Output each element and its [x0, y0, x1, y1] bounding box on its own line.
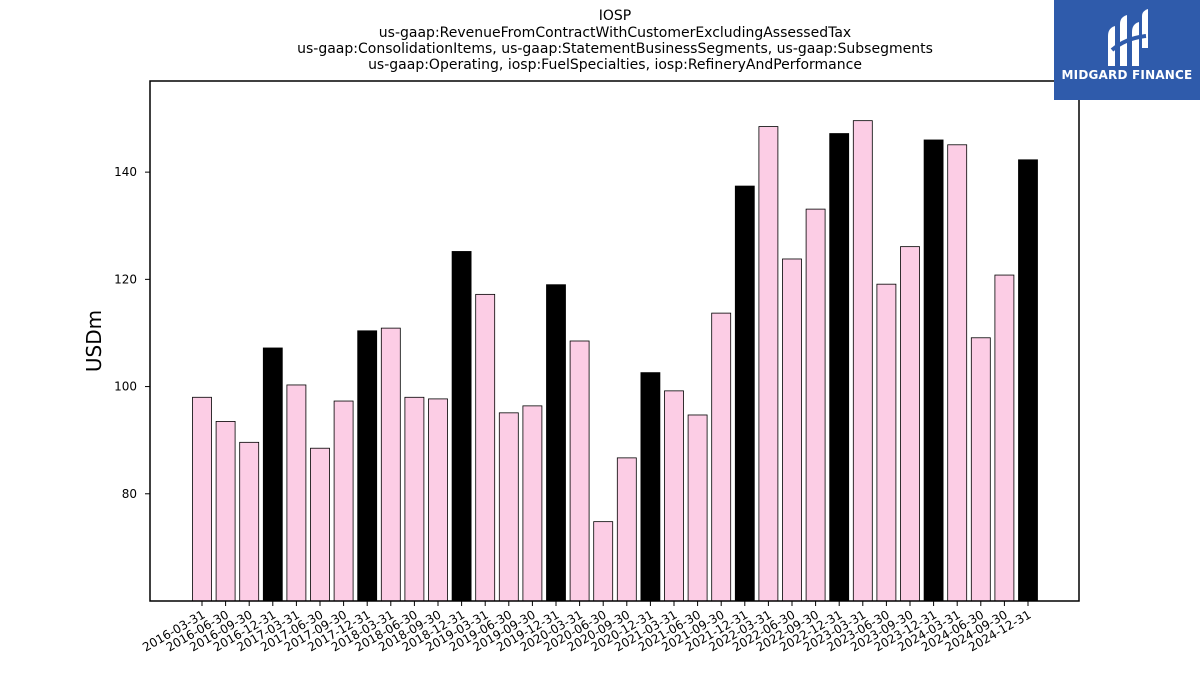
bar-2021-03-31 — [664, 390, 684, 602]
title-line-3: us-gaap:ConsolidationItems, us-gaap:Stat… — [297, 41, 933, 57]
bar-2019-03-31 — [475, 293, 496, 602]
bar-2023-12-31 — [923, 139, 944, 602]
logo-text: MIDGARD FINANCE — [1061, 68, 1193, 82]
y-tick-label: 100 — [114, 380, 137, 394]
title-line-4: us-gaap:Operating, iosp:FuelSpecialties,… — [368, 57, 862, 73]
bar-2018-12-31 — [451, 251, 472, 602]
bar-2024-06-30 — [970, 337, 991, 602]
y-tick-label: 140 — [114, 165, 137, 179]
y-axis-label: USDm — [82, 310, 106, 372]
bar-2022-03-31 — [758, 126, 779, 602]
bar-2024-09-30 — [994, 274, 1015, 602]
bar-2019-06-30 — [498, 412, 519, 602]
bar-2024-03-31 — [947, 144, 968, 602]
bar-2023-03-31 — [852, 120, 873, 602]
bar-2021-12-31 — [734, 185, 755, 602]
bar-2021-09-30 — [711, 312, 732, 602]
bar-2022-12-31 — [829, 133, 850, 602]
plot-frame — [149, 80, 1080, 602]
bar-2019-12-31 — [546, 284, 566, 602]
bar-2020-03-31 — [569, 340, 590, 602]
bar-2017-12-31 — [357, 330, 378, 602]
bar-2020-12-31 — [640, 372, 661, 602]
bar-2023-09-30 — [900, 246, 920, 602]
title-line-2: us-gaap:RevenueFromContractWithCustomerE… — [379, 25, 851, 41]
bar-2023-06-30 — [876, 283, 897, 602]
bar-2022-09-30 — [805, 208, 826, 602]
bars-group — [192, 120, 1038, 602]
bar-2016-12-31 — [262, 347, 283, 602]
bar-2021-06-30 — [687, 414, 708, 602]
chart-title: IOSP us-gaap:RevenueFromContractWithCust… — [297, 8, 933, 73]
bar-2018-03-31 — [380, 327, 401, 602]
y-tick-label: 120 — [114, 272, 137, 286]
bar-2017-03-31 — [286, 384, 307, 602]
midgard-logo-icon — [1108, 9, 1148, 66]
bar-2017-06-30 — [310, 447, 330, 602]
y-tick-label: 80 — [122, 487, 137, 501]
bar-2018-09-30 — [428, 398, 448, 602]
bar-2020-06-30 — [593, 521, 614, 602]
y-axis: 80 100 120 140 — [114, 165, 150, 501]
bar-2018-06-30 — [404, 396, 425, 602]
bar-2024-12-31 — [1018, 159, 1038, 602]
x-axis: 2016-03-312016-06-302016-09-302016-12-31… — [140, 601, 1034, 654]
midgard-finance-logo: MIDGARD FINANCE — [1054, 0, 1200, 100]
bar-2016-09-30 — [239, 441, 260, 602]
bar-2017-09-30 — [333, 400, 354, 602]
bar-2022-06-30 — [782, 258, 802, 602]
bar-2016-06-30 — [215, 421, 236, 602]
bar-2019-09-30 — [522, 405, 543, 602]
title-line-1: IOSP — [599, 8, 631, 24]
bar-2016-03-31 — [192, 396, 212, 602]
bar-2020-09-30 — [616, 457, 637, 602]
